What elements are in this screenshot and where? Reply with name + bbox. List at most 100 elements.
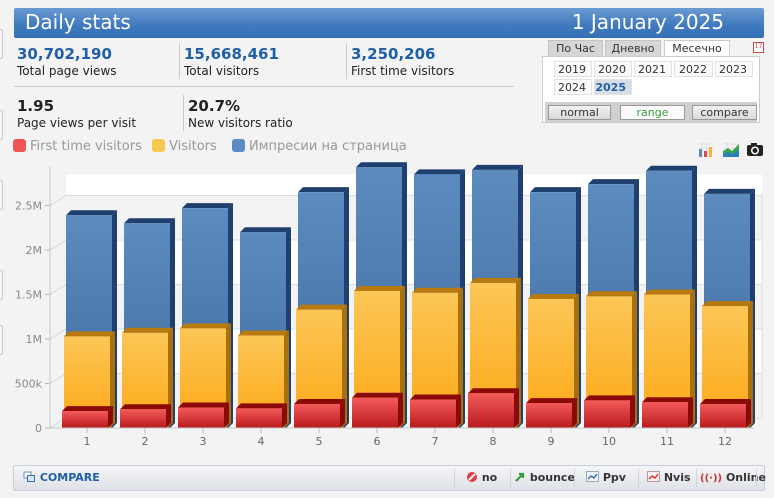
- bar-top: [62, 406, 113, 412]
- gridline-diagonal: [49, 239, 67, 251]
- mode-normal-button[interactable]: normal: [548, 105, 611, 120]
- compare-icon: [23, 471, 35, 482]
- bar-top: [586, 291, 637, 297]
- divider: [574, 469, 575, 487]
- bar-top: [296, 304, 347, 310]
- stat-value: 30,702,190: [17, 45, 112, 63]
- bar-side: [572, 398, 577, 428]
- bar-side: [746, 398, 751, 428]
- mode-bar: normal range compare: [545, 102, 757, 122]
- x-tick-label: 12: [718, 435, 732, 448]
- tab-hourly[interactable]: По Час: [548, 40, 603, 57]
- area-chart-icon[interactable]: [722, 141, 740, 158]
- legend-swatch: [13, 139, 26, 152]
- bar-top: [352, 392, 403, 398]
- bar-side: [574, 293, 579, 428]
- tab-monthly[interactable]: Месечно: [664, 40, 730, 57]
- bar-top: [588, 179, 639, 185]
- stat-total-visitors: 15,668,461 Total visitors: [184, 45, 279, 79]
- edge-control[interactable]: [0, 325, 3, 355]
- gridline-diagonal: [49, 373, 67, 384]
- x-tick-label: 10: [602, 435, 616, 448]
- stat-value: 20.7%: [188, 97, 241, 115]
- compare-button[interactable]: COMPARE: [23, 471, 100, 484]
- bar-top: [528, 293, 579, 299]
- stat-value: 3,250,206: [351, 45, 436, 63]
- divider: [696, 469, 697, 487]
- divider: [638, 469, 639, 487]
- bar-top: [412, 287, 463, 293]
- tab-daily[interactable]: Дневно: [605, 40, 661, 57]
- stat-label: New visitors ratio: [188, 116, 293, 130]
- bar-side: [748, 301, 753, 428]
- stat-value: 1.95: [17, 97, 55, 115]
- year-2021[interactable]: 2021: [634, 61, 672, 77]
- bar-top: [530, 187, 581, 193]
- bar-top: [646, 165, 697, 171]
- x-tick-label: 1: [84, 435, 91, 448]
- bar-top: [354, 285, 405, 291]
- bar-side: [688, 397, 693, 428]
- divider: [454, 469, 455, 487]
- edge-control[interactable]: [0, 110, 3, 140]
- no-button[interactable]: no: [466, 471, 497, 484]
- legend-item-visitors[interactable]: Visitors: [152, 139, 217, 154]
- mode-compare-button[interactable]: compare: [692, 105, 757, 120]
- bar-side: [630, 395, 635, 428]
- bar-side: [224, 402, 229, 428]
- stat-value: 15,668,461: [184, 45, 279, 63]
- bar: [62, 411, 108, 428]
- bar-top: [470, 277, 521, 283]
- bar-side: [400, 285, 405, 428]
- bar: [178, 407, 224, 428]
- bar-top: [642, 397, 693, 403]
- legend-item-page-impressions[interactable]: Импресии на страница: [232, 139, 407, 154]
- year-2023[interactable]: 2023: [715, 61, 753, 77]
- bar-side: [690, 289, 695, 428]
- legend-item-first-time-visitors[interactable]: First time visitors: [13, 139, 142, 154]
- x-tick-label: 3: [200, 435, 207, 448]
- bar-top: [700, 398, 751, 404]
- bar: [584, 400, 630, 428]
- bounce-button[interactable]: bounce: [514, 471, 575, 484]
- legend-label: First time visitors: [30, 139, 142, 154]
- year-2019[interactable]: 2019: [554, 61, 592, 77]
- year-2024[interactable]: 2024: [554, 79, 592, 95]
- bar-top: [356, 162, 407, 168]
- bar-top: [238, 330, 289, 336]
- bar-chart-icon[interactable]: [697, 141, 715, 158]
- bar-side: [340, 398, 345, 428]
- year-2022[interactable]: 2022: [674, 61, 713, 77]
- calendar-icon[interactable]: 17: [753, 42, 764, 53]
- bar-side: [282, 403, 287, 428]
- edge-control[interactable]: [0, 29, 3, 59]
- legend-swatch: [152, 139, 165, 152]
- gridline-diagonal: [49, 328, 67, 340]
- bar-top: [182, 203, 233, 209]
- edge-control[interactable]: [0, 180, 3, 210]
- bar: [526, 403, 572, 428]
- bar-side: [342, 304, 347, 428]
- year-2025[interactable]: 2025: [594, 79, 632, 95]
- mode-range-button[interactable]: range: [620, 105, 685, 120]
- year-selector-panel: 2019 2020 2021 2022 2023 2024 2025 norma…: [542, 56, 760, 123]
- nvis-button[interactable]: Nvis: [647, 471, 691, 484]
- bar-top: [120, 404, 171, 410]
- x-tick-label: 2: [142, 435, 149, 448]
- bar-top: [236, 403, 287, 409]
- x-tick-label: 5: [316, 435, 323, 448]
- bar-side: [456, 394, 461, 428]
- camera-icon[interactable]: [746, 141, 764, 158]
- legend-label: Visitors: [169, 139, 217, 154]
- online-button[interactable]: ((·)) Online: [700, 471, 766, 484]
- ppv-button[interactable]: Ppv: [586, 471, 626, 484]
- bar: [236, 408, 282, 428]
- bar-top: [414, 169, 465, 175]
- online-broadcast-icon: ((·)): [700, 473, 723, 484]
- year-2020[interactable]: 2020: [594, 61, 632, 77]
- legend-swatch: [232, 139, 245, 152]
- y-tick-label: 0: [35, 422, 42, 435]
- edge-control[interactable]: [0, 270, 3, 300]
- bar: [642, 402, 688, 428]
